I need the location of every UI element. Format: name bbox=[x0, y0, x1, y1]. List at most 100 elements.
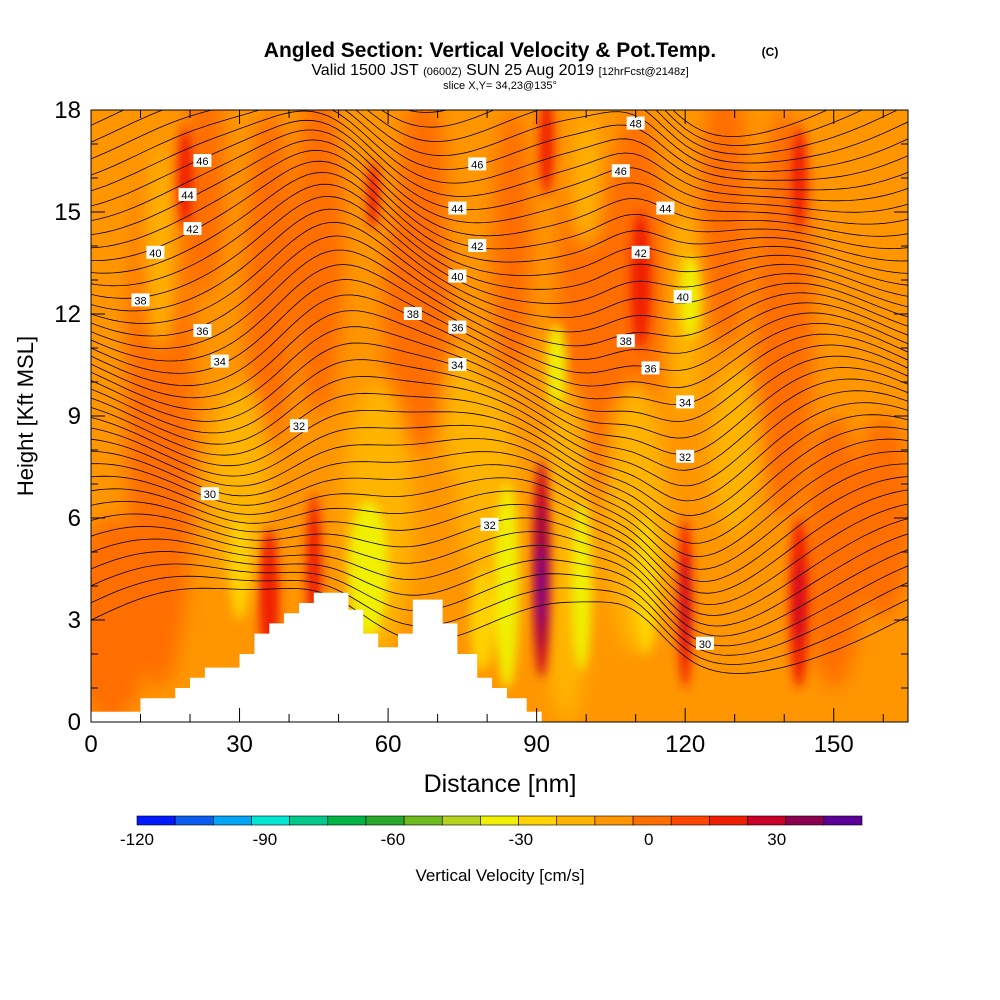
colorbar-tick-label: -90 bbox=[253, 830, 278, 849]
theta-isoline bbox=[91, 208, 908, 319]
svg-text:34: 34 bbox=[214, 357, 226, 369]
x-tick-label: 30 bbox=[226, 731, 253, 758]
chart-title-mark: (C) bbox=[762, 45, 779, 59]
theta-isoline bbox=[91, 160, 908, 263]
svg-text:46: 46 bbox=[196, 156, 208, 168]
theta-isoline bbox=[91, 538, 908, 637]
colorbar-swatch bbox=[518, 815, 558, 826]
theta-isoline bbox=[91, 171, 908, 276]
velocity-region bbox=[229, 518, 250, 620]
colorbar: -120 -90 -60 -30 0 30 bbox=[120, 815, 863, 849]
colorbar-swatch bbox=[365, 815, 405, 826]
velocity-region bbox=[492, 110, 532, 382]
contour-label: 32 bbox=[480, 517, 499, 532]
theta-contours bbox=[91, 110, 908, 674]
theta-isoline bbox=[91, 110, 908, 164]
plot-area: 46 44 42 40 38 36 34 32 30 46 44 42 40 38 36 34 32 48 46 44… bbox=[91, 110, 908, 722]
x-tick-label: 90 bbox=[523, 731, 550, 758]
svg-text:34: 34 bbox=[451, 360, 463, 372]
contour-label: 42 bbox=[631, 245, 650, 260]
velocity-region bbox=[795, 558, 804, 648]
y-tick-label: 9 bbox=[68, 403, 81, 430]
theta-isoline bbox=[91, 221, 908, 333]
contour-label: 46 bbox=[193, 154, 212, 168]
contour-label: 36 bbox=[448, 320, 467, 335]
contour-label: 30 bbox=[200, 487, 219, 501]
theta-isoline bbox=[91, 195, 908, 304]
contour-label: 40 bbox=[673, 290, 692, 304]
theta-isoline bbox=[380, 110, 899, 155]
velocity-region bbox=[442, 348, 483, 484]
contour-label: 38 bbox=[403, 307, 422, 321]
theta-isoline bbox=[91, 139, 908, 237]
svg-text:32: 32 bbox=[483, 520, 495, 532]
contour-label: 42 bbox=[183, 222, 202, 236]
theta-isoline bbox=[91, 310, 908, 423]
colorbar-swatch bbox=[441, 815, 481, 826]
velocity-region bbox=[398, 110, 448, 297]
colorbar-swatch bbox=[251, 815, 290, 826]
colorbar-tick-label: 0 bbox=[644, 830, 653, 849]
svg-text:30: 30 bbox=[204, 489, 216, 501]
svg-text:38: 38 bbox=[407, 309, 419, 321]
svg-text:36: 36 bbox=[644, 363, 656, 375]
velocity-region bbox=[538, 545, 545, 627]
y-tick-label: 15 bbox=[54, 199, 81, 226]
svg-text:46: 46 bbox=[615, 166, 627, 178]
chart-title: Angled Section: Vertical Velocity & Pot.… bbox=[264, 39, 716, 62]
colorbar-swatch bbox=[480, 815, 519, 826]
contour-label: 30 bbox=[695, 636, 714, 651]
theta-isoline bbox=[91, 575, 908, 665]
velocity-region bbox=[177, 127, 193, 229]
colorbar-swatch bbox=[403, 815, 443, 826]
contour-label: 38 bbox=[616, 334, 635, 348]
theta-isoline bbox=[672, 110, 829, 137]
contour-label: 36 bbox=[641, 361, 660, 375]
svg-text:40: 40 bbox=[149, 248, 161, 260]
svg-text:36: 36 bbox=[196, 326, 208, 338]
colorbar-swatch bbox=[632, 815, 672, 826]
colorbar-tick-label: -60 bbox=[381, 830, 406, 849]
contour-label: 36 bbox=[193, 324, 212, 338]
theta-isoline bbox=[91, 501, 908, 606]
theta-isoline bbox=[91, 375, 908, 487]
velocity-region bbox=[348, 501, 389, 637]
theta-contour-labels: 46 44 42 40 38 36 34 32 30 46 44 42 40 38 36 34 32 48 46 44… bbox=[131, 116, 714, 651]
contour-label: 48 bbox=[626, 116, 645, 131]
velocity-fill bbox=[91, 110, 908, 722]
theta-isoline bbox=[91, 424, 908, 531]
x-tick-label: 60 bbox=[375, 731, 402, 758]
theta-isoline bbox=[91, 119, 908, 213]
contour-label: 40 bbox=[448, 269, 467, 284]
theta-isoline bbox=[91, 587, 908, 674]
theta-isoline bbox=[91, 110, 908, 181]
theta-isoline bbox=[91, 129, 908, 225]
svg-text:40: 40 bbox=[451, 272, 463, 284]
colorbar-swatch bbox=[213, 815, 252, 826]
contour-label: 32 bbox=[289, 419, 308, 433]
y-tick-label: 6 bbox=[68, 505, 81, 532]
contour-label: 32 bbox=[676, 449, 695, 464]
svg-text:48: 48 bbox=[630, 119, 642, 131]
contour-label: 46 bbox=[611, 164, 630, 178]
x-tick-label: 0 bbox=[84, 731, 97, 758]
slice-label: slice X,Y= 34,23@135° bbox=[443, 80, 557, 92]
svg-text:32: 32 bbox=[293, 421, 305, 433]
y-tick-label: 12 bbox=[54, 301, 81, 328]
colorbar-swatch bbox=[174, 815, 214, 826]
velocity-region bbox=[571, 501, 592, 671]
velocity-region bbox=[91, 518, 151, 722]
x-tick-label: 120 bbox=[665, 731, 705, 758]
theta-isoline bbox=[406, 110, 864, 147]
theta-isoline bbox=[91, 149, 908, 250]
y-tick-label: 0 bbox=[68, 709, 81, 736]
chart-subtitle: Valid 1500 JST (0600Z) SUN 25 Aug 2019 [… bbox=[311, 62, 688, 79]
svg-text:30: 30 bbox=[699, 639, 711, 651]
theta-isoline bbox=[91, 342, 908, 455]
colorbar-swatch bbox=[670, 815, 710, 826]
velocity-region bbox=[791, 127, 807, 229]
colorbar-swatch bbox=[747, 815, 786, 826]
colorbar-label: Vertical Velocity [cm/s] bbox=[415, 866, 584, 885]
